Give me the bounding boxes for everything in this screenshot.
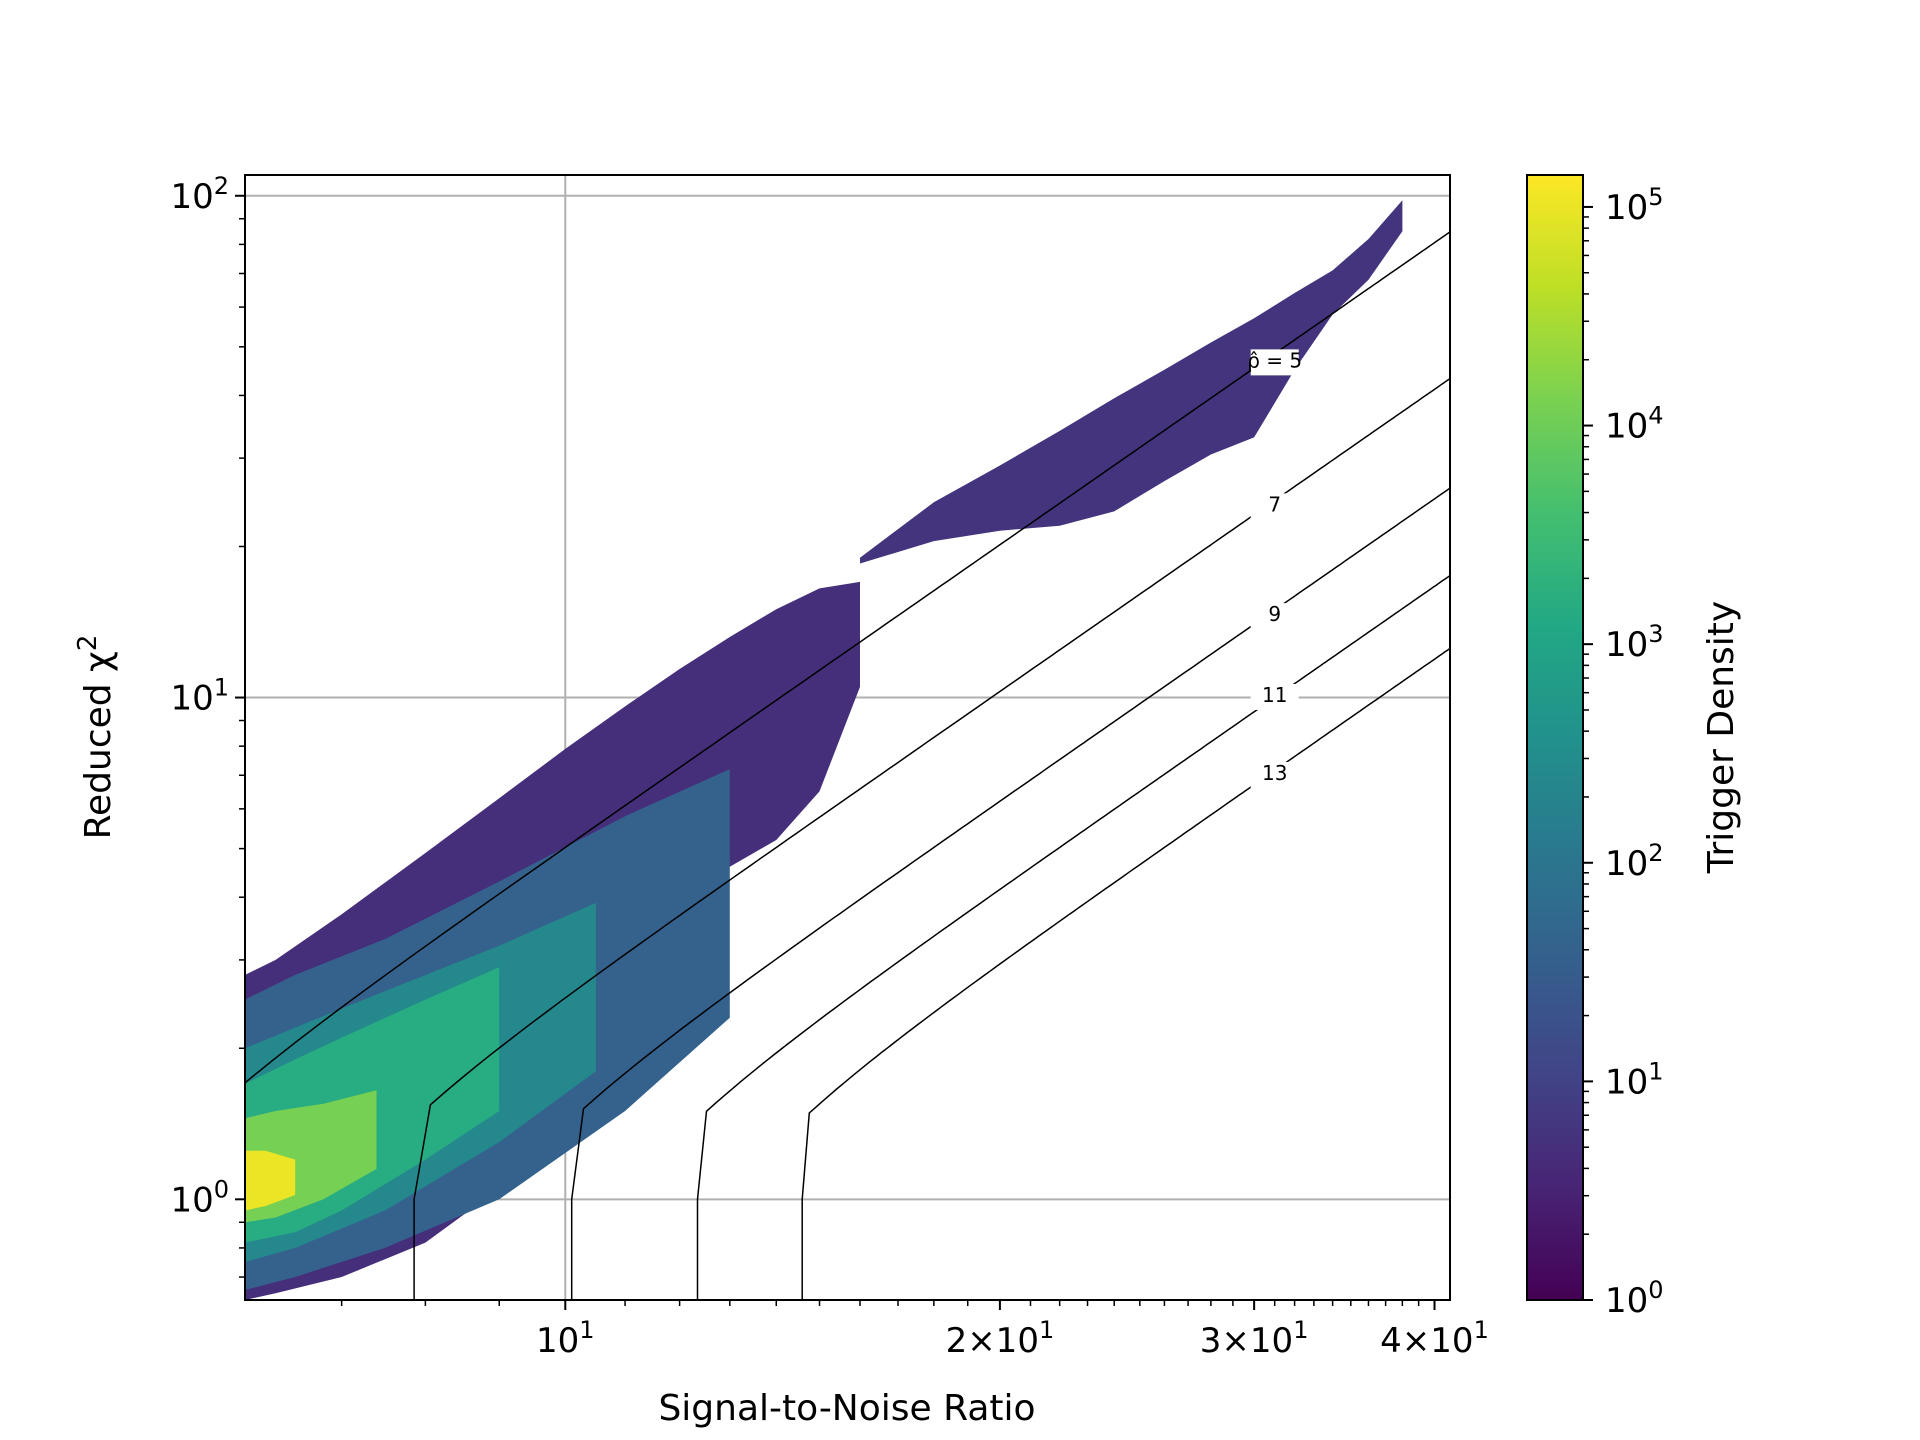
contour-lines (245, 231, 1450, 1300)
contour-label: 13 (1262, 761, 1287, 785)
y-axis-label: Reduced χ2 (73, 635, 119, 840)
x-axis-ticks: 101 2×101 3×101 4×101 (340, 1300, 1489, 1361)
x-tick-label: 101 (536, 1316, 595, 1361)
plot-frame (244, 174, 1451, 1301)
x-axis-label: Signal-to-Noise Ratio (658, 1388, 1035, 1429)
contour-line (570, 487, 1450, 1300)
density-band (245, 1150, 296, 1211)
colorbar-label: Trigger Density (1701, 601, 1742, 874)
contour-line (801, 647, 1450, 1300)
contour-label-bg (1250, 603, 1299, 630)
contour-labels: ρ̂ = 5 7 9 11 13 (1247, 348, 1302, 788)
colorbar-tick-label: 103 (1605, 620, 1664, 665)
contour-label: 9 (1268, 602, 1281, 626)
colorbar-tick-label: 104 (1605, 402, 1664, 447)
x-tick-label: 4×101 (1380, 1316, 1489, 1361)
density-band (860, 200, 1403, 564)
colorbar: 100 101 102 103 104 105 Trigger Density (1526, 174, 1742, 1321)
x-tick-label: 3×101 (1200, 1316, 1309, 1361)
y-tick-label: 102 (170, 172, 229, 217)
contour-label-bg (1250, 349, 1299, 376)
density-hexbin (245, 200, 1403, 1300)
colorbar-tick-label: 105 (1605, 183, 1664, 228)
y-tick-label: 101 (170, 674, 229, 719)
colorbar-tick-label: 101 (1605, 1057, 1664, 1102)
colorbar-ticks: 100 101 102 103 104 105 (1583, 183, 1664, 1321)
y-axis-ticks: 100 101 102 (170, 172, 245, 1278)
y-tick-label: 100 (170, 1175, 229, 1220)
contour-label-bg (1250, 761, 1299, 788)
contour-line (245, 231, 1450, 1084)
contour-label: 11 (1262, 683, 1287, 707)
contour-label-bg (1250, 683, 1299, 710)
contour-line (696, 574, 1450, 1300)
contour-label-bg (1250, 493, 1299, 520)
colorbar-gradient (1526, 174, 1584, 1301)
contour-line (413, 377, 1450, 1300)
contour-label: 7 (1268, 492, 1281, 516)
contour-label: ρ̂ = 5 (1247, 348, 1302, 372)
x-tick-label: 2×101 (946, 1316, 1055, 1361)
colorbar-tick-label: 100 (1605, 1276, 1664, 1321)
colorbar-tick-label: 102 (1605, 839, 1664, 884)
